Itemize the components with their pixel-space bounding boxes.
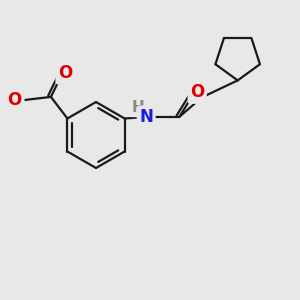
Text: O: O bbox=[7, 91, 21, 109]
Text: H: H bbox=[131, 100, 144, 115]
Text: N: N bbox=[139, 108, 153, 126]
Text: O: O bbox=[58, 64, 72, 82]
Text: O: O bbox=[190, 83, 204, 101]
